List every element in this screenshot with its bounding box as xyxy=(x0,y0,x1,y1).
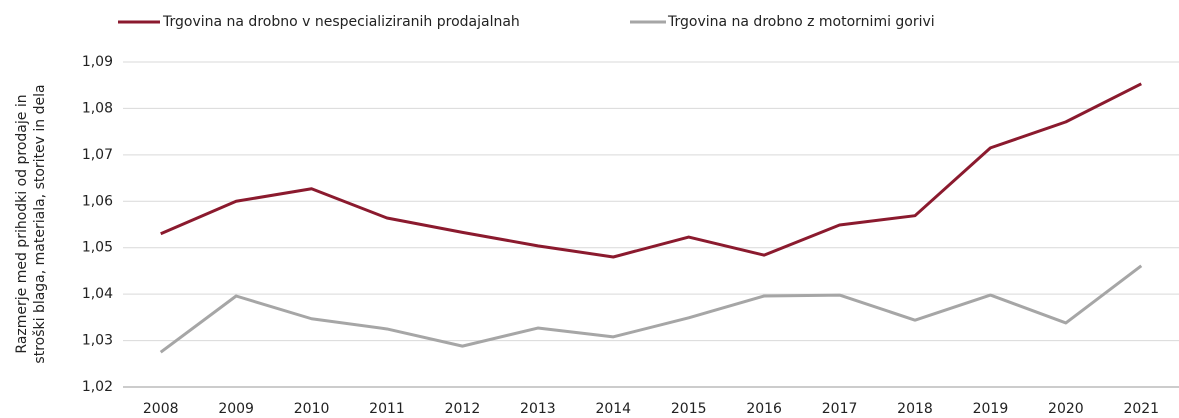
y-axis-title-line: Razmerje med prihodki od prodaje in xyxy=(14,94,30,353)
x-tick-label: 2015 xyxy=(671,401,707,417)
x-tick-label: 2017 xyxy=(822,401,858,417)
y-tick-label: 1,03 xyxy=(82,333,113,349)
x-tick-label: 2009 xyxy=(218,401,254,417)
y-tick-label: 1,02 xyxy=(82,379,113,395)
x-tick-label: 2021 xyxy=(1123,401,1159,417)
legend-label: Trgovina na drobno v nespecializiranih p… xyxy=(162,14,520,30)
series-line xyxy=(160,82,1142,259)
x-tick-label: 2013 xyxy=(520,401,556,417)
x-tick-label: 2020 xyxy=(1048,401,1084,417)
x-tick-label: 2014 xyxy=(595,401,631,417)
x-tick-label: 2016 xyxy=(746,401,782,417)
x-tick-label: 2008 xyxy=(143,401,179,417)
x-tick-label: 2010 xyxy=(294,401,330,417)
x-tick-label: 2011 xyxy=(369,401,405,417)
y-axis-title-line: stroški blaga, materiala, storitev in de… xyxy=(32,84,48,363)
y-tick-label: 1,05 xyxy=(82,240,113,256)
y-tick-label: 1,06 xyxy=(82,193,113,209)
x-tick-label: 2012 xyxy=(445,401,481,417)
y-axis-title: Razmerje med prihodki od prodaje in stro… xyxy=(14,84,48,363)
y-tick-label: 1,09 xyxy=(82,54,113,70)
x-tick-label: 2019 xyxy=(973,401,1009,417)
x-tick-label: 2018 xyxy=(897,401,933,417)
y-tick-label: 1,07 xyxy=(82,147,113,163)
series-line xyxy=(159,264,1143,354)
y-tick-label: 1,04 xyxy=(82,286,113,302)
legend-label: Trgovina na drobno z motornimi gorivi xyxy=(667,14,935,30)
y-tick-label: 1,08 xyxy=(82,100,113,116)
